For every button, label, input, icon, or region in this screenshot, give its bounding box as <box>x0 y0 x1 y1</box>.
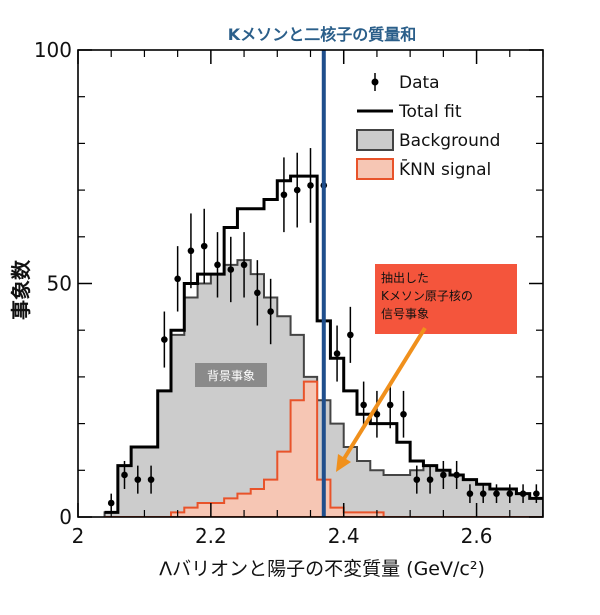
x-tick-label: 2.6 <box>461 524 493 548</box>
legend-label: K̄NN signal <box>399 158 491 180</box>
data-point <box>347 331 354 339</box>
legend-label: Total fit <box>398 102 462 122</box>
y-tick-label: 0 <box>59 505 72 529</box>
data-point <box>519 490 527 497</box>
data-point <box>493 490 500 497</box>
data-point <box>479 490 487 497</box>
x-tick-label: 2.2 <box>195 524 227 548</box>
legend-label: Background <box>399 131 500 151</box>
callout-text-line: 信号事象 <box>381 307 429 321</box>
data-point <box>254 289 261 297</box>
callout-arrow-shaft <box>340 326 427 464</box>
background-label-text: 背景事象 <box>207 369 255 383</box>
y-tick-label: 50 <box>47 272 72 296</box>
y-axis-label: 事象数 <box>9 259 33 320</box>
legend-signal-swatch <box>356 158 394 180</box>
data-point <box>466 490 474 497</box>
callout-text-line: Kメソン原子核の <box>381 289 473 303</box>
data-point <box>187 247 195 255</box>
data-point <box>107 499 115 507</box>
data-point <box>307 182 314 189</box>
chart-title: Kメソンと二核子の質量和 <box>228 25 416 44</box>
data-point <box>214 261 221 269</box>
data-point <box>240 261 248 269</box>
data-point <box>174 275 181 283</box>
data-point <box>386 401 394 409</box>
y-tick-label: 100 <box>34 38 72 62</box>
legend-background-swatch <box>356 129 394 151</box>
data-point <box>267 308 274 315</box>
data-point <box>227 266 235 273</box>
data-point <box>373 410 381 418</box>
data-point <box>506 490 514 497</box>
callout-arrow-head <box>336 454 351 472</box>
data-point <box>413 476 421 483</box>
data-point <box>360 401 367 409</box>
data-point <box>121 471 128 479</box>
x-axis-label: Λバリオンと陽子の不変質量 (GeV/c²) <box>159 558 485 580</box>
data-point <box>533 490 540 497</box>
callout-box <box>375 264 517 334</box>
data-point <box>134 476 142 483</box>
data-point <box>453 471 460 479</box>
legend-data-marker <box>371 78 379 86</box>
data-point <box>400 410 407 418</box>
data-point <box>440 471 447 479</box>
data-point <box>147 476 155 483</box>
data-point <box>200 242 208 250</box>
total-fit-line <box>104 174 543 514</box>
legend-label: Data <box>399 73 440 93</box>
background-label-box <box>195 363 267 387</box>
data-point <box>426 476 434 483</box>
data-point <box>333 350 341 357</box>
callout-text-line: 抽出した <box>381 271 429 285</box>
x-tick-label: 2.4 <box>328 524 360 548</box>
x-tick-label: 2 <box>72 524 85 548</box>
data-point <box>280 191 288 199</box>
data-point <box>293 186 301 194</box>
data-point <box>161 336 168 343</box>
